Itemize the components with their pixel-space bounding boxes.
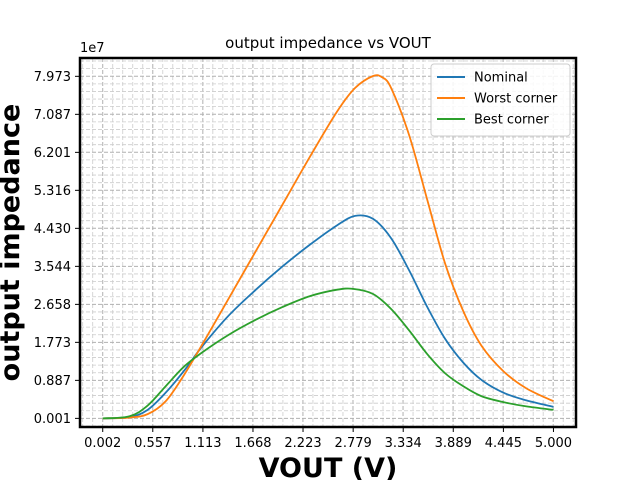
y-tick-label: 0.001 bbox=[34, 412, 71, 427]
legend-box bbox=[430, 63, 571, 137]
series-line-best-corner bbox=[102, 287, 554, 420]
y-tick-label: 6.201 bbox=[34, 146, 71, 161]
x-tick-label: 1.668 bbox=[234, 436, 271, 451]
ticks: 0.002 0.557 1.113 1.668 2.223 2.779 3.334 3.889… bbox=[34, 70, 572, 451]
axes-frame bbox=[78, 56, 578, 429]
legend-label-nominal: Nominal bbox=[474, 71, 528, 86]
legend-label-best-corner: Best corner bbox=[474, 113, 549, 128]
x-tick-label: 5.000 bbox=[535, 436, 572, 451]
x-tick-label: 0.557 bbox=[134, 436, 171, 451]
x-axis-label: VOUT (V) bbox=[259, 453, 398, 480]
chart-title: output impedance vs VOUT bbox=[225, 34, 431, 52]
y-tick-label: 7.087 bbox=[34, 108, 71, 123]
x-tick-label: 2.223 bbox=[284, 436, 321, 451]
x-tick-label: 3.334 bbox=[385, 436, 422, 451]
series-layer bbox=[102, 74, 554, 420]
y-tick-label: 1.773 bbox=[34, 336, 71, 351]
x-tick-label: 0.002 bbox=[84, 436, 121, 451]
y-tick-label: 3.544 bbox=[34, 260, 71, 275]
y-tick-label: 7.973 bbox=[34, 70, 71, 85]
y-tick-label: 4.430 bbox=[34, 222, 71, 237]
y-offset-text: 1e7 bbox=[80, 41, 105, 56]
series-line-nominal bbox=[102, 214, 554, 420]
x-tick-label: 1.113 bbox=[184, 436, 221, 451]
legend: Nominal Worst corner Best corner bbox=[430, 63, 571, 137]
y-axis-label: output impedance bbox=[0, 104, 26, 382]
x-tick-label: 2.779 bbox=[335, 436, 372, 451]
x-tick-label: 4.445 bbox=[485, 436, 522, 451]
series-line-worst-corner bbox=[102, 74, 554, 420]
x-tick-label: 3.889 bbox=[435, 436, 472, 451]
y-tick-label: 0.887 bbox=[34, 374, 71, 389]
y-tick-label: 2.658 bbox=[34, 298, 71, 313]
legend-label-worst-corner: Worst corner bbox=[474, 92, 558, 107]
grid bbox=[80, 58, 576, 427]
y-tick-label: 5.316 bbox=[34, 184, 71, 199]
